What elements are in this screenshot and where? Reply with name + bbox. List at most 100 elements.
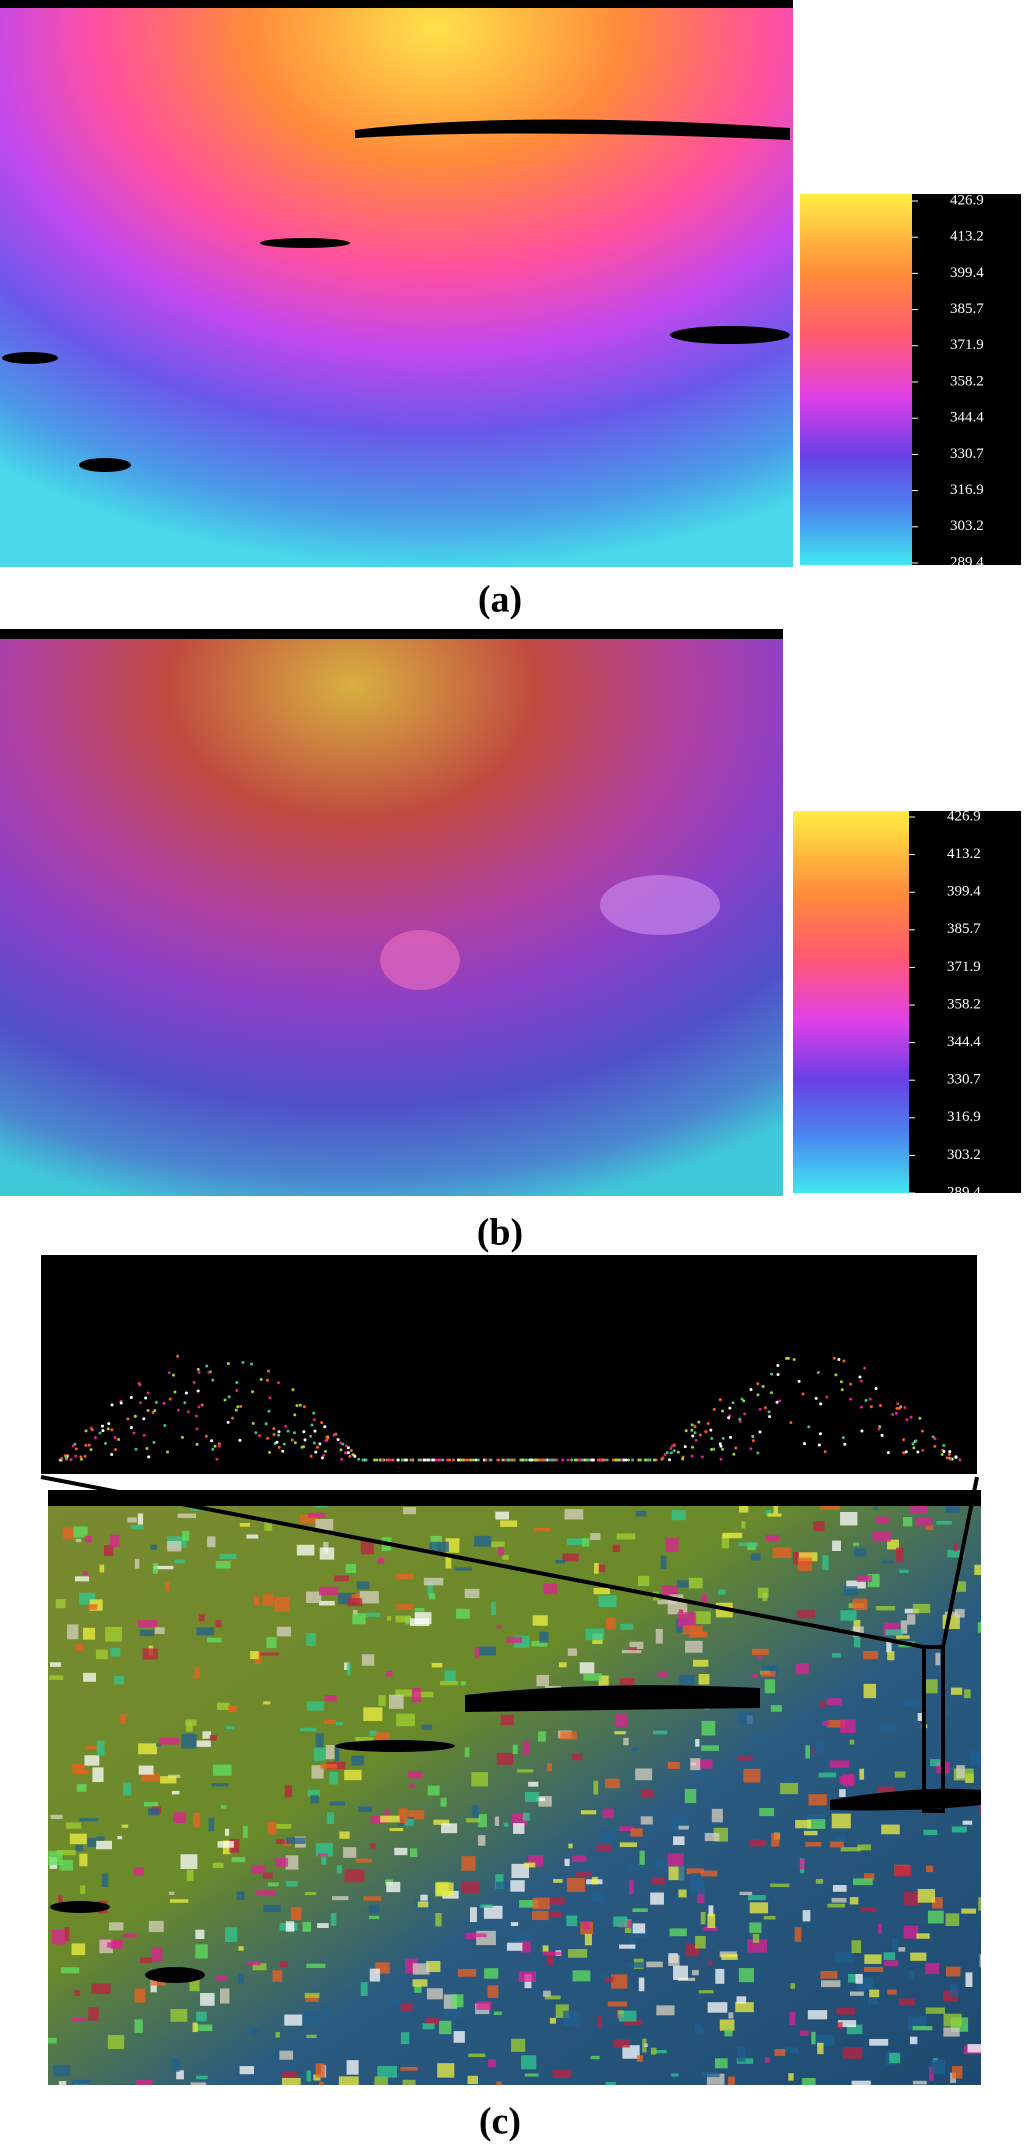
texture [198,1614,205,1622]
texture [846,2024,863,2035]
texture [926,1865,933,1873]
texture [602,1973,610,1978]
texture [495,1874,504,1889]
texture [266,1436,270,1440]
texture [456,1458,460,1462]
texture [756,1451,760,1455]
texture [590,1533,601,1541]
texture [69,1833,87,1845]
colorbar-tick-label: 289.4 [950,554,984,570]
texture [145,1447,149,1451]
texture [543,1583,557,1595]
texture [317,1923,329,1928]
texture [312,1411,316,1415]
texture [831,1813,851,1829]
texture [560,1731,577,1740]
texture [186,1721,193,1732]
texture [593,1587,611,1595]
texture [277,1445,281,1449]
colorbar-tick-label: 344.4 [947,1034,981,1050]
texture [583,1673,603,1681]
texture [196,1627,214,1636]
texture [176,1354,180,1358]
texture [655,1628,663,1644]
texture [494,1816,500,1826]
texture [886,1641,892,1653]
texture [431,1662,443,1668]
texture [750,1553,761,1561]
texture [298,1403,302,1407]
texture [979,1954,981,1968]
texture [552,2069,571,2079]
texture [883,1952,896,1960]
profile-inset [41,1255,977,1474]
texture [863,1650,879,1660]
texture [693,1759,713,1769]
texture [60,1457,64,1461]
texture [803,1442,807,1446]
texture [380,1815,400,1823]
texture [840,1719,856,1733]
texture [843,1809,848,1818]
texture [250,2028,259,2035]
texture [430,1535,443,1544]
texture [268,1450,272,1454]
texture [690,1873,704,1887]
texture [694,2027,704,2035]
texture [697,1420,701,1424]
texture [903,1405,907,1409]
texture [390,1996,400,2006]
texture [497,1458,501,1462]
texture [738,1542,759,1547]
texture [776,1372,780,1376]
texture [381,1458,385,1462]
texture [830,1841,844,1848]
texture [346,2060,359,2075]
texture [325,1744,335,1760]
panel-b: 426.9 413.2 399.4 385.7 371.9 358.2 344.4 330.7… [0,629,1021,1254]
texture [930,2059,946,2075]
texture [459,1458,463,1462]
texture [613,1916,628,1927]
texture [863,1683,877,1699]
texture [630,1828,643,1837]
texture [915,1517,932,1527]
texture [751,1435,755,1439]
texture [363,1896,382,1901]
texture [76,1784,87,1792]
texture [142,1648,158,1660]
texture [99,1564,105,1573]
texture [346,1451,350,1455]
texture [129,1396,133,1400]
texture [790,1983,796,1989]
texture [469,1458,473,1462]
texture [412,1963,430,1975]
texture [843,1442,847,1446]
texture [114,1675,125,1685]
texture [532,1615,548,1626]
texture [516,1769,534,1773]
texture [721,1954,738,1960]
texture [361,1458,365,1462]
texture [721,1436,725,1440]
texture [292,1431,296,1435]
texture [319,1547,335,1560]
colorbar-ticks: 426.9 413.2 399.4 385.7 371.9 358.2 344.4 330.7… [912,192,984,570]
texture [566,1458,570,1462]
texture [435,1913,442,1927]
texture [139,1401,143,1405]
texture [154,1627,165,1634]
texture [307,1789,321,1797]
texture [537,1731,546,1742]
texture [396,1604,413,1611]
texture [712,1407,716,1411]
texture [445,1538,460,1553]
texture [921,1448,925,1452]
texture [531,1910,549,1921]
texture [363,1707,383,1722]
texture [413,1691,434,1698]
texture [693,1659,709,1667]
texture [264,1519,273,1531]
texture [206,1637,222,1643]
